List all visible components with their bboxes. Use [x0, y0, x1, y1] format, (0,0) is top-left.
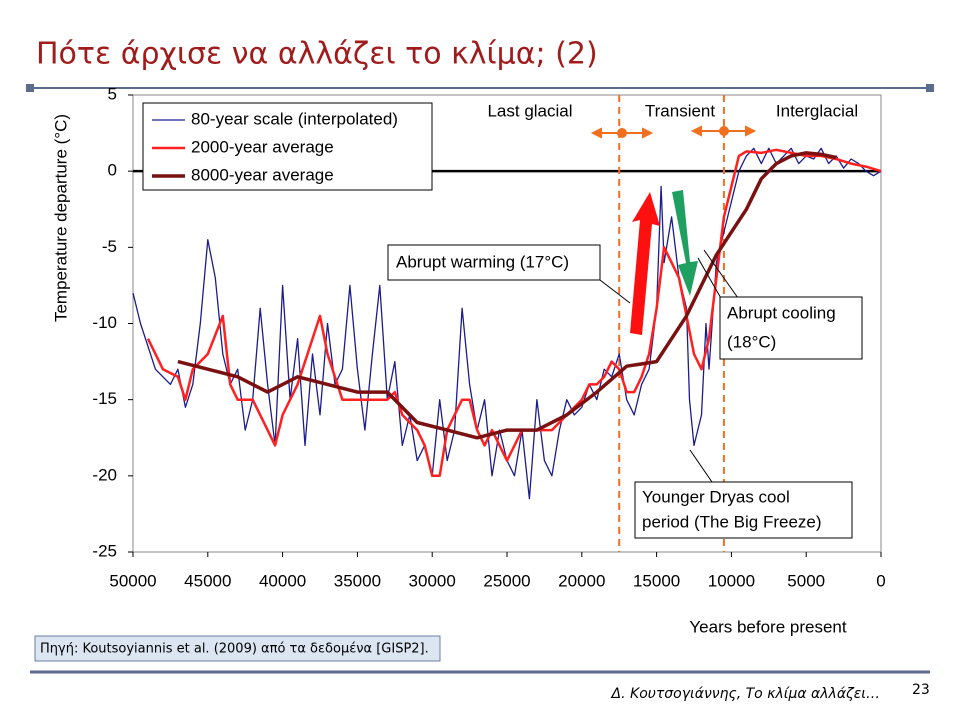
- x-tick-label: 25000: [483, 571, 530, 590]
- y-tick-label: -5: [102, 237, 117, 256]
- callout: [697, 257, 723, 301]
- page-number: 23: [912, 682, 930, 698]
- range-arrows: [590, 125, 757, 139]
- annotation: Abrupt cooling: [727, 303, 836, 322]
- x-tick-label: 5000: [787, 571, 825, 590]
- x-tick-label: 45000: [184, 571, 231, 590]
- x-axis-label: Years before present: [689, 617, 846, 636]
- x-tick-label: 20000: [558, 571, 605, 590]
- x-tick-label: 35000: [334, 571, 381, 590]
- rule-end: [926, 84, 934, 92]
- annotation-box: [387, 244, 601, 281]
- y-tick-label: -25: [92, 541, 117, 560]
- rule-end: [26, 84, 34, 92]
- x-tick-label: 10000: [708, 571, 755, 590]
- legend: [142, 102, 433, 191]
- annotation: Interglacial: [776, 101, 858, 120]
- source: Πηγή: Koutsoyiannis et al. (2009) από τα…: [40, 642, 429, 657]
- x-tick-label: 15000: [633, 571, 680, 590]
- x-tick-label: 40000: [259, 571, 306, 590]
- annotation: Transient: [645, 101, 716, 120]
- series-line: [177, 151, 837, 440]
- legend-label: 2000-year average: [191, 137, 334, 156]
- x-tick-label: 30000: [409, 571, 456, 590]
- y-tick-label: -10: [92, 313, 117, 332]
- callout: [689, 449, 713, 483]
- annotation: period (The Big Freeze): [642, 512, 822, 531]
- y-axis-label: Temperature departure (°C): [51, 114, 70, 322]
- annotation-box: [634, 481, 853, 539]
- annotation: Younger Dryas cool: [642, 487, 790, 506]
- legend-label: 80-year scale (interpolated): [191, 109, 398, 128]
- cooling-arrow: [672, 190, 698, 296]
- x-tick-label: 0: [876, 571, 885, 590]
- callout: [599, 279, 631, 304]
- annotation: Abrupt warming (17°C): [396, 252, 569, 271]
- legend-label: 8000-year average: [191, 165, 334, 184]
- footer: Δ. Κουτσογιάννης, Το κλίμα αλλάζει…: [611, 686, 880, 702]
- y-tick-label: 5: [108, 84, 117, 103]
- annotation: (18°C): [727, 332, 776, 351]
- annotation: Last glacial: [487, 101, 572, 120]
- y-tick-label: -15: [92, 389, 117, 408]
- y-tick-label: -20: [92, 465, 117, 484]
- y-tick-label: 0: [108, 161, 117, 180]
- slide-title: Πότε άρχισε να αλλάζει το κλίμα; (2): [36, 37, 598, 72]
- source-box: [34, 635, 441, 662]
- x-tick-label: 50000: [109, 571, 156, 590]
- callout: [703, 249, 739, 299]
- series-line: [146, 148, 882, 478]
- series-line: [132, 147, 882, 500]
- annotation-box: [719, 296, 863, 360]
- warming-arrow: [630, 192, 660, 335]
